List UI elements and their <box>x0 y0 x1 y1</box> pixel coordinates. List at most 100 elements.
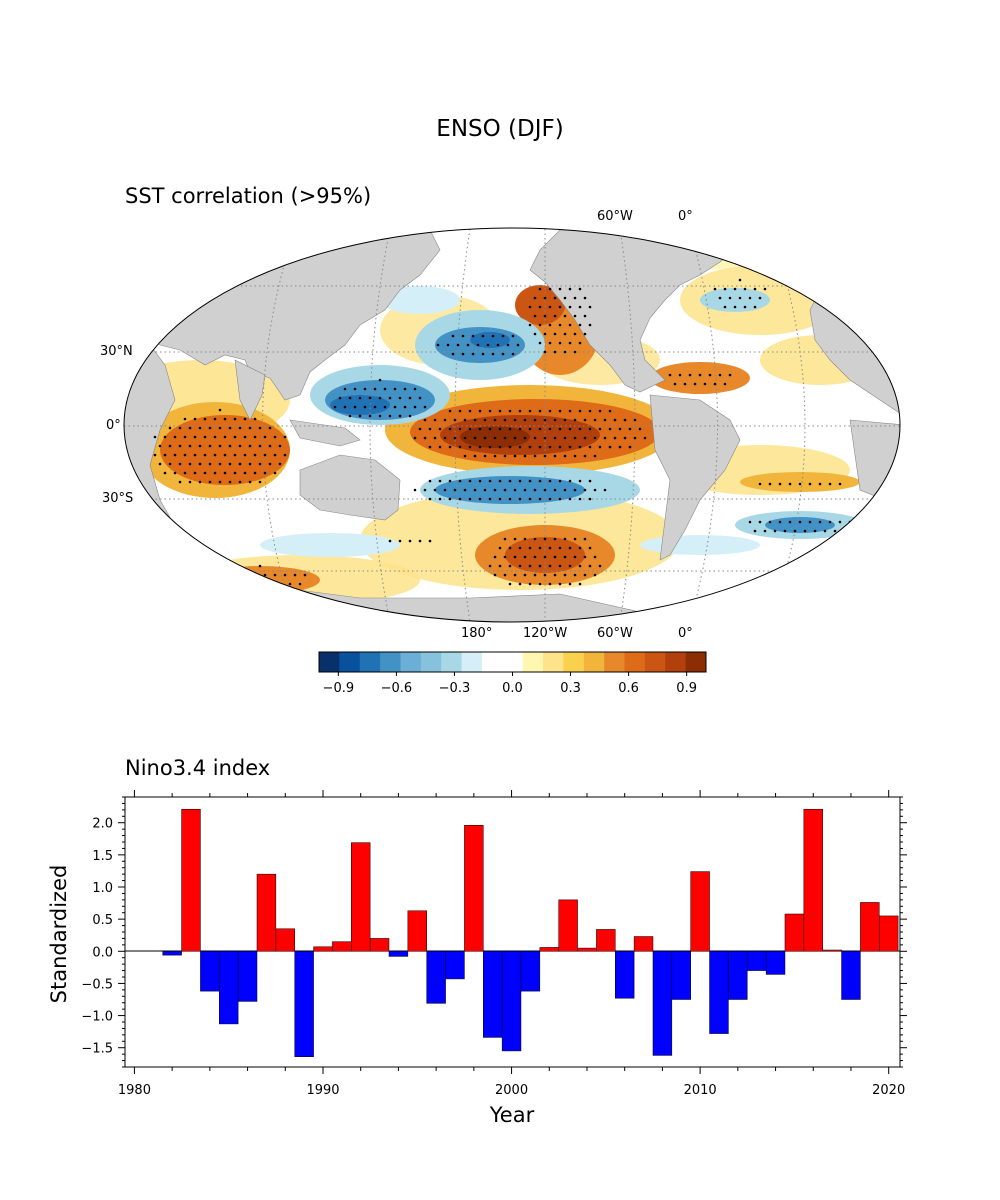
stipple-dot <box>511 334 515 338</box>
stipple-dot <box>378 396 382 400</box>
stipple-dot <box>493 418 497 422</box>
bar-2007 <box>633 936 654 952</box>
y-tick-label: 1.5 <box>92 849 113 864</box>
stipple-dot <box>153 435 157 439</box>
stipple-dot <box>303 573 307 577</box>
stipple-dot <box>548 341 552 345</box>
colorbar-swatch <box>319 652 340 672</box>
stipple-dot <box>583 573 587 577</box>
stipple-dot <box>593 555 597 559</box>
stipple-dot <box>438 445 442 449</box>
figure-title: ENSO (DJF) <box>436 116 564 142</box>
stipple-dot <box>598 427 602 431</box>
stipple-dot <box>398 396 402 400</box>
bar-2014 <box>765 951 786 975</box>
stipple-dot <box>538 582 542 586</box>
stipple-dot <box>243 435 247 439</box>
lon-label-0: 0° <box>678 626 693 641</box>
stipple-dot <box>258 582 262 586</box>
stipple-dot <box>178 462 182 466</box>
stipple-dot <box>538 323 542 327</box>
stipple-dot <box>223 453 227 457</box>
stipple-dot <box>353 405 357 409</box>
stipple-dot <box>563 418 567 422</box>
stipple-dot <box>498 564 502 568</box>
stipple-dot <box>593 573 597 577</box>
colorbar-tick-label: 0.0 <box>502 681 523 696</box>
stipple-dot <box>458 497 462 501</box>
stipple-dot <box>193 417 197 421</box>
stipple-dot <box>213 435 217 439</box>
stipple-dot <box>268 444 272 448</box>
stipple-dot <box>238 444 242 448</box>
stipple-dot <box>808 520 812 524</box>
stipple-dot <box>763 287 767 291</box>
stipple-dot <box>481 334 485 338</box>
stipple-dot <box>578 497 582 501</box>
stipple-dot <box>423 436 427 440</box>
stipple-dot <box>188 462 192 466</box>
stipple-dot <box>563 296 567 300</box>
stipple-dot <box>738 296 742 300</box>
stipple-dot <box>588 546 592 550</box>
stipple-dot <box>753 287 757 291</box>
stipple-dot <box>528 479 532 483</box>
stipple-dot <box>563 314 567 318</box>
stipple-dot <box>248 582 252 586</box>
stipple-dot <box>718 296 722 300</box>
stipple-dot <box>343 405 347 409</box>
stipple-dot <box>728 373 732 377</box>
colorbar-swatch <box>481 652 503 672</box>
colorbar-tick-label: −0.3 <box>439 681 471 696</box>
stipple-dot <box>643 436 647 440</box>
stipple-dot <box>573 573 577 577</box>
stipple-dot <box>773 529 777 533</box>
stipple-dot <box>578 305 582 309</box>
stipple-dot <box>578 427 582 431</box>
stipple-dot <box>368 414 372 418</box>
stipple-dot <box>248 426 252 430</box>
bar-2013 <box>747 951 767 971</box>
stipple-dot <box>443 418 447 422</box>
stipple-dot <box>588 497 592 501</box>
stipple-dot <box>548 323 552 327</box>
stipple-dot <box>453 488 457 492</box>
stipple-dot <box>446 343 450 347</box>
stipple-dot <box>153 453 157 457</box>
stipple-dot <box>508 445 512 449</box>
bar-2000 <box>501 951 522 1052</box>
stipple-dot <box>423 488 427 492</box>
stipple-dot <box>798 520 802 524</box>
stipple-dot <box>393 387 397 391</box>
stipple-dot <box>538 564 542 568</box>
stipple-dot <box>718 373 722 377</box>
stipple-dot <box>763 529 767 533</box>
stipple-dot <box>253 471 257 475</box>
stipple-dot <box>533 573 537 577</box>
stipple-dot <box>433 418 437 422</box>
stipple-dot <box>583 314 587 318</box>
stipple-dot <box>223 471 227 475</box>
stipple-dot <box>518 409 522 413</box>
stipple-dot <box>408 539 412 543</box>
stipple-dot <box>333 405 337 409</box>
stipple-dot <box>243 573 247 577</box>
stipple-dot <box>443 488 447 492</box>
stipple-dot <box>528 305 532 309</box>
stipple-dot <box>388 396 392 400</box>
stipple-dot <box>228 444 232 448</box>
stipple-dot <box>458 445 462 449</box>
stipple-dot <box>533 454 537 458</box>
lon-label-top-60w: 60°W <box>597 209 633 224</box>
stipple-dot <box>378 378 382 382</box>
stipple-dot <box>583 537 587 541</box>
stipple-dot <box>228 480 232 484</box>
stipple-dot <box>828 520 832 524</box>
stipple-dot <box>578 341 582 345</box>
stipple-dot <box>193 453 197 457</box>
stipple-dot <box>253 417 257 421</box>
stipple-dot <box>688 373 692 377</box>
stipple-dot <box>528 582 532 586</box>
stipple-dot <box>193 435 197 439</box>
stipple-dot <box>228 462 232 466</box>
